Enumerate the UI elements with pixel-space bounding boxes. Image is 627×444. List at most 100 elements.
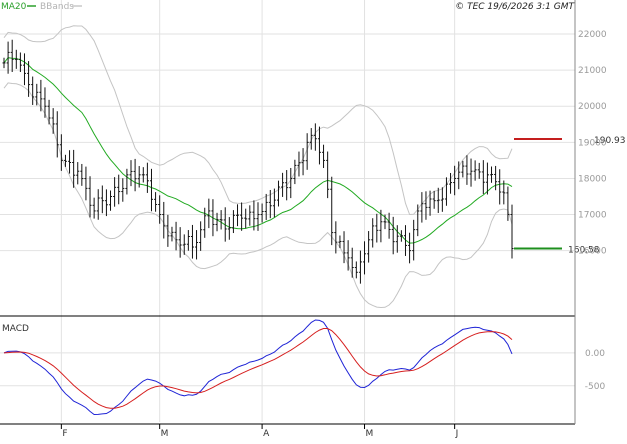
price-bar bbox=[72, 149, 76, 188]
price-bar bbox=[236, 204, 240, 227]
price-bar bbox=[195, 230, 199, 260]
grid-lines bbox=[0, 0, 575, 422]
price-bar bbox=[420, 192, 424, 223]
macd-lines bbox=[3, 319, 513, 416]
price-bar bbox=[59, 134, 63, 171]
price-bar bbox=[358, 250, 362, 284]
bollinger-bands bbox=[3, 25, 513, 309]
price-bar bbox=[203, 207, 207, 238]
price-bar bbox=[231, 210, 235, 234]
month-label: M bbox=[161, 429, 169, 439]
price-bar bbox=[301, 148, 305, 176]
price-bar bbox=[375, 213, 379, 243]
price-bar bbox=[305, 133, 309, 170]
price-bar bbox=[399, 230, 403, 242]
price-bar bbox=[211, 199, 215, 237]
price-bar bbox=[453, 165, 457, 196]
price-y-tick-label: 21000 bbox=[578, 66, 607, 76]
price-bar bbox=[162, 201, 166, 239]
price-bar bbox=[121, 178, 125, 202]
price-bar bbox=[461, 160, 465, 178]
price-y-tick-label: 22000 bbox=[578, 30, 607, 40]
price-bar bbox=[416, 204, 420, 237]
price-bar bbox=[2, 57, 6, 69]
price-bar bbox=[498, 169, 502, 205]
bbands-lower-line bbox=[3, 82, 513, 309]
price-y-tick-label: 17000 bbox=[578, 211, 607, 221]
price-bar bbox=[403, 225, 407, 256]
price-bar bbox=[424, 191, 428, 220]
support-label: 160.58 bbox=[568, 246, 600, 256]
price-bar bbox=[31, 76, 35, 105]
price-bar bbox=[412, 219, 416, 261]
price-bar bbox=[432, 190, 436, 209]
price-bar bbox=[436, 187, 440, 213]
price-bar bbox=[494, 165, 498, 191]
price-bar bbox=[313, 123, 317, 151]
price-bar bbox=[145, 162, 149, 193]
price-bar bbox=[490, 166, 494, 183]
price-bar bbox=[174, 221, 178, 251]
price-bars bbox=[2, 39, 514, 284]
price-bar bbox=[92, 197, 96, 219]
price-bar bbox=[186, 230, 190, 251]
price-bar bbox=[444, 177, 448, 206]
price-bar bbox=[166, 214, 170, 247]
price-bar bbox=[141, 167, 145, 183]
price-bar bbox=[330, 176, 334, 246]
price-bar bbox=[244, 208, 248, 229]
price-bar bbox=[477, 162, 481, 179]
price-bar bbox=[256, 202, 260, 231]
price-bar bbox=[223, 207, 227, 242]
price-bar bbox=[268, 189, 272, 219]
price-y-tick-label: 16000 bbox=[578, 247, 607, 257]
price-bar bbox=[252, 200, 256, 231]
price-bar bbox=[297, 151, 301, 177]
price-bar bbox=[317, 126, 321, 165]
price-bar bbox=[47, 99, 51, 125]
price-bar bbox=[391, 216, 395, 255]
macd-signal-line bbox=[3, 328, 513, 409]
price-bar bbox=[485, 162, 489, 195]
price-bar bbox=[35, 83, 39, 106]
price-bar bbox=[293, 159, 297, 185]
price-bar bbox=[383, 214, 387, 230]
price-bar bbox=[10, 39, 14, 73]
price-bar bbox=[117, 174, 121, 205]
price-bar bbox=[68, 150, 72, 174]
price-bar bbox=[276, 180, 280, 207]
price-bar bbox=[260, 203, 264, 223]
price-bar bbox=[240, 202, 244, 231]
price-bar bbox=[465, 155, 469, 185]
price-bar bbox=[80, 163, 84, 186]
price-bar bbox=[334, 221, 338, 254]
price-bar bbox=[326, 151, 330, 199]
price-bar bbox=[55, 111, 59, 158]
macd-y-tick-label: -500 bbox=[585, 382, 606, 392]
price-bar bbox=[506, 186, 510, 221]
price-bar bbox=[76, 162, 80, 185]
price-bar bbox=[281, 172, 285, 197]
macd-line bbox=[3, 319, 513, 416]
price-bar bbox=[125, 168, 129, 195]
price-bar bbox=[104, 189, 108, 217]
price-bar bbox=[96, 189, 100, 220]
month-label: A bbox=[263, 429, 270, 439]
price-bar bbox=[43, 87, 47, 118]
price-bar bbox=[88, 176, 92, 218]
price-bar bbox=[109, 190, 113, 211]
price-bar bbox=[289, 167, 293, 199]
price-bar bbox=[342, 231, 346, 264]
macd-y-tick-label: 0.00 bbox=[585, 349, 605, 359]
macd-title: MACD bbox=[2, 324, 29, 334]
month-label: F bbox=[62, 429, 67, 439]
price-bar bbox=[63, 154, 67, 167]
price-bar bbox=[387, 212, 391, 239]
price-y-tick-label: 19000 bbox=[578, 138, 607, 148]
price-bar bbox=[469, 158, 473, 187]
price-bar bbox=[481, 160, 485, 195]
price-bar bbox=[367, 231, 371, 263]
price-bar bbox=[309, 128, 313, 150]
price-bar bbox=[137, 166, 141, 188]
